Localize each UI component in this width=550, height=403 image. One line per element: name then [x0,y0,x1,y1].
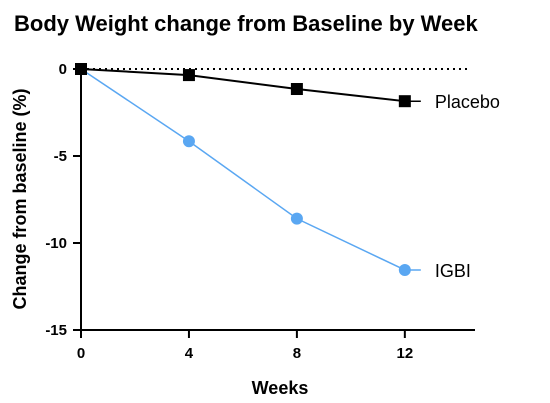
series-label-placebo: Placebo [435,92,500,112]
data-point-placebo [182,69,195,82]
data-point-placebo [75,63,87,75]
y-tick-label: -15 [45,322,67,339]
axes: 0 -5 -10 -15 0 4 8 12 [45,61,475,362]
x-tick-label: 12 [396,345,413,362]
y-tick-label: 0 [59,61,67,78]
data-point-igbi [290,212,303,225]
chart-title: Body Weight change from Baseline by Week [14,11,479,36]
data-point-igbi [182,135,195,148]
x-tick-label: 0 [77,345,85,362]
series-line-placebo [80,68,405,103]
series-line-igbi [80,68,406,271]
y-tick-label: -5 [54,148,67,165]
y-tick-label: -10 [45,235,67,252]
x-tick-label: 8 [293,345,301,362]
x-tick-label: 4 [185,345,194,362]
series-layer: IGBI Placebo [75,63,500,281]
x-axis-label: Weeks [252,378,309,398]
series-label-igbi: IGBI [435,261,471,281]
data-point-placebo [290,83,303,96]
y-axis-label: Change from baseline (%) [10,88,30,309]
